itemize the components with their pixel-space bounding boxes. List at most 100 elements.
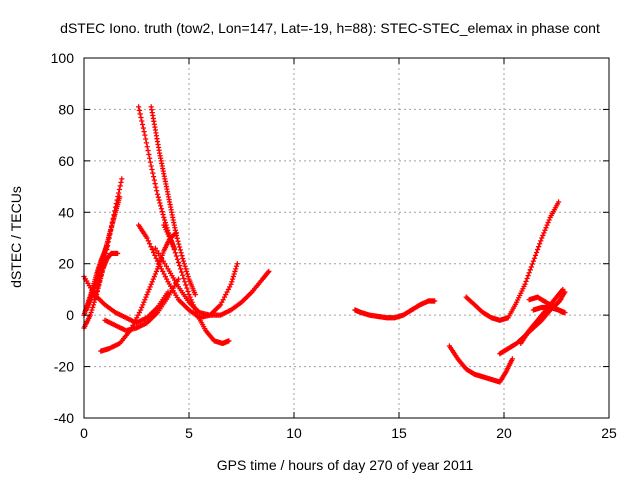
data-point-fill (233, 266, 239, 272)
data-point-fill (541, 230, 547, 236)
data-point-fill (152, 252, 158, 258)
data-point-fill (185, 288, 191, 294)
data-point-fill (172, 250, 178, 256)
data-point-fill (536, 244, 542, 250)
data-point-fill (176, 263, 183, 269)
plot-frame (83, 57, 610, 419)
y-tick-label: -40 (54, 410, 74, 426)
data-point (161, 214, 167, 221)
data-point-fill (90, 302, 97, 308)
data-point-fill (537, 241, 543, 247)
data-point-fill (184, 268, 190, 275)
data-point-fill (144, 291, 150, 298)
data-point-fill (149, 166, 155, 173)
data-point-fill (523, 278, 529, 284)
data-point (169, 240, 175, 246)
data-point-fill (545, 219, 551, 226)
data-point-fill (145, 289, 151, 295)
data-point-fill (533, 249, 540, 256)
data-point-fill (531, 255, 538, 261)
x-tick-label: 5 (185, 425, 193, 441)
data-point-fill (156, 197, 162, 203)
data-point-fill (544, 222, 550, 228)
data-point-fill (155, 194, 161, 200)
data-point-fill (147, 241, 153, 247)
data-point-fill (230, 273, 236, 280)
data-point (142, 132, 148, 138)
data-point (226, 338, 232, 344)
data-point-fill (150, 170, 156, 176)
data-point-fill (143, 136, 149, 142)
data-point-fill (147, 284, 153, 290)
data-point (115, 250, 121, 257)
data-series (136, 222, 240, 321)
y-tick-label: 100 (51, 50, 75, 66)
data-point-fill (525, 273, 531, 279)
data-point (522, 281, 528, 287)
data-point-fill (546, 217, 552, 223)
data-point-fill (153, 255, 159, 261)
data-point-fill (152, 181, 158, 187)
data-series (152, 245, 272, 318)
data-point-fill (185, 273, 191, 280)
data-point-fill (141, 129, 147, 135)
data-point-fill (177, 247, 183, 253)
data-point-fill (139, 304, 145, 311)
data-point-fill (137, 111, 143, 117)
data-point-fill (182, 279, 188, 285)
y-tick-label: 80 (58, 101, 74, 117)
data-point-fill (529, 261, 535, 267)
data-point-fill (90, 304, 96, 311)
data-point-fill (150, 174, 157, 180)
data-point (266, 268, 272, 275)
data-point-fill (145, 147, 151, 154)
x-tick-label: 15 (391, 425, 407, 441)
x-tick-label: 10 (286, 425, 302, 441)
data-point-fill (184, 271, 191, 277)
data-point (530, 258, 536, 264)
data-points (81, 104, 568, 385)
axis-ticks: 0 5 10 15 20 25 -40 -20 0 20 40 60 80 100 (51, 50, 617, 441)
data-point-fill (147, 155, 153, 161)
x-tick-label: 20 (496, 425, 512, 441)
data-point (562, 309, 568, 316)
data-point-fill (182, 263, 188, 269)
data-point-fill (535, 246, 541, 253)
data-point-fill (532, 252, 539, 258)
data-point (562, 289, 568, 295)
data-point-fill (140, 302, 146, 308)
data-point-fill (161, 217, 168, 223)
data-point-fill (148, 281, 154, 287)
data-point-fill (170, 243, 176, 249)
data-point-fill (89, 307, 95, 313)
data-point (146, 286, 152, 293)
y-tick-label: 0 (66, 307, 74, 323)
data-point-fill (184, 285, 190, 291)
data-point (509, 356, 515, 362)
data-point-fill (139, 118, 145, 124)
data-point-fill (181, 275, 187, 282)
data-point (556, 199, 562, 205)
data-point-fill (118, 179, 124, 185)
data-point-fill (158, 203, 164, 209)
data-point-fill (139, 121, 146, 128)
data-point (138, 307, 144, 313)
data-point-fill (538, 238, 544, 244)
data-point-fill (183, 282, 189, 288)
data-point-fill (180, 272, 186, 278)
data-point (154, 191, 161, 197)
data-point-fill (138, 114, 144, 121)
data-series (446, 343, 515, 385)
y-tick-label: 40 (58, 204, 74, 220)
data-point-fill (179, 253, 185, 259)
data-point (192, 291, 198, 298)
data-point-fill (181, 261, 187, 267)
data-point-fill (179, 269, 185, 275)
data-point-fill (233, 263, 240, 269)
data-point-fill (143, 140, 150, 146)
data-point-fill (175, 259, 182, 266)
data-point (228, 281, 234, 287)
x-axis-title: GPS time / hours of day 270 of year 2011 (217, 457, 474, 473)
grid (84, 58, 609, 418)
data-point (136, 104, 142, 110)
